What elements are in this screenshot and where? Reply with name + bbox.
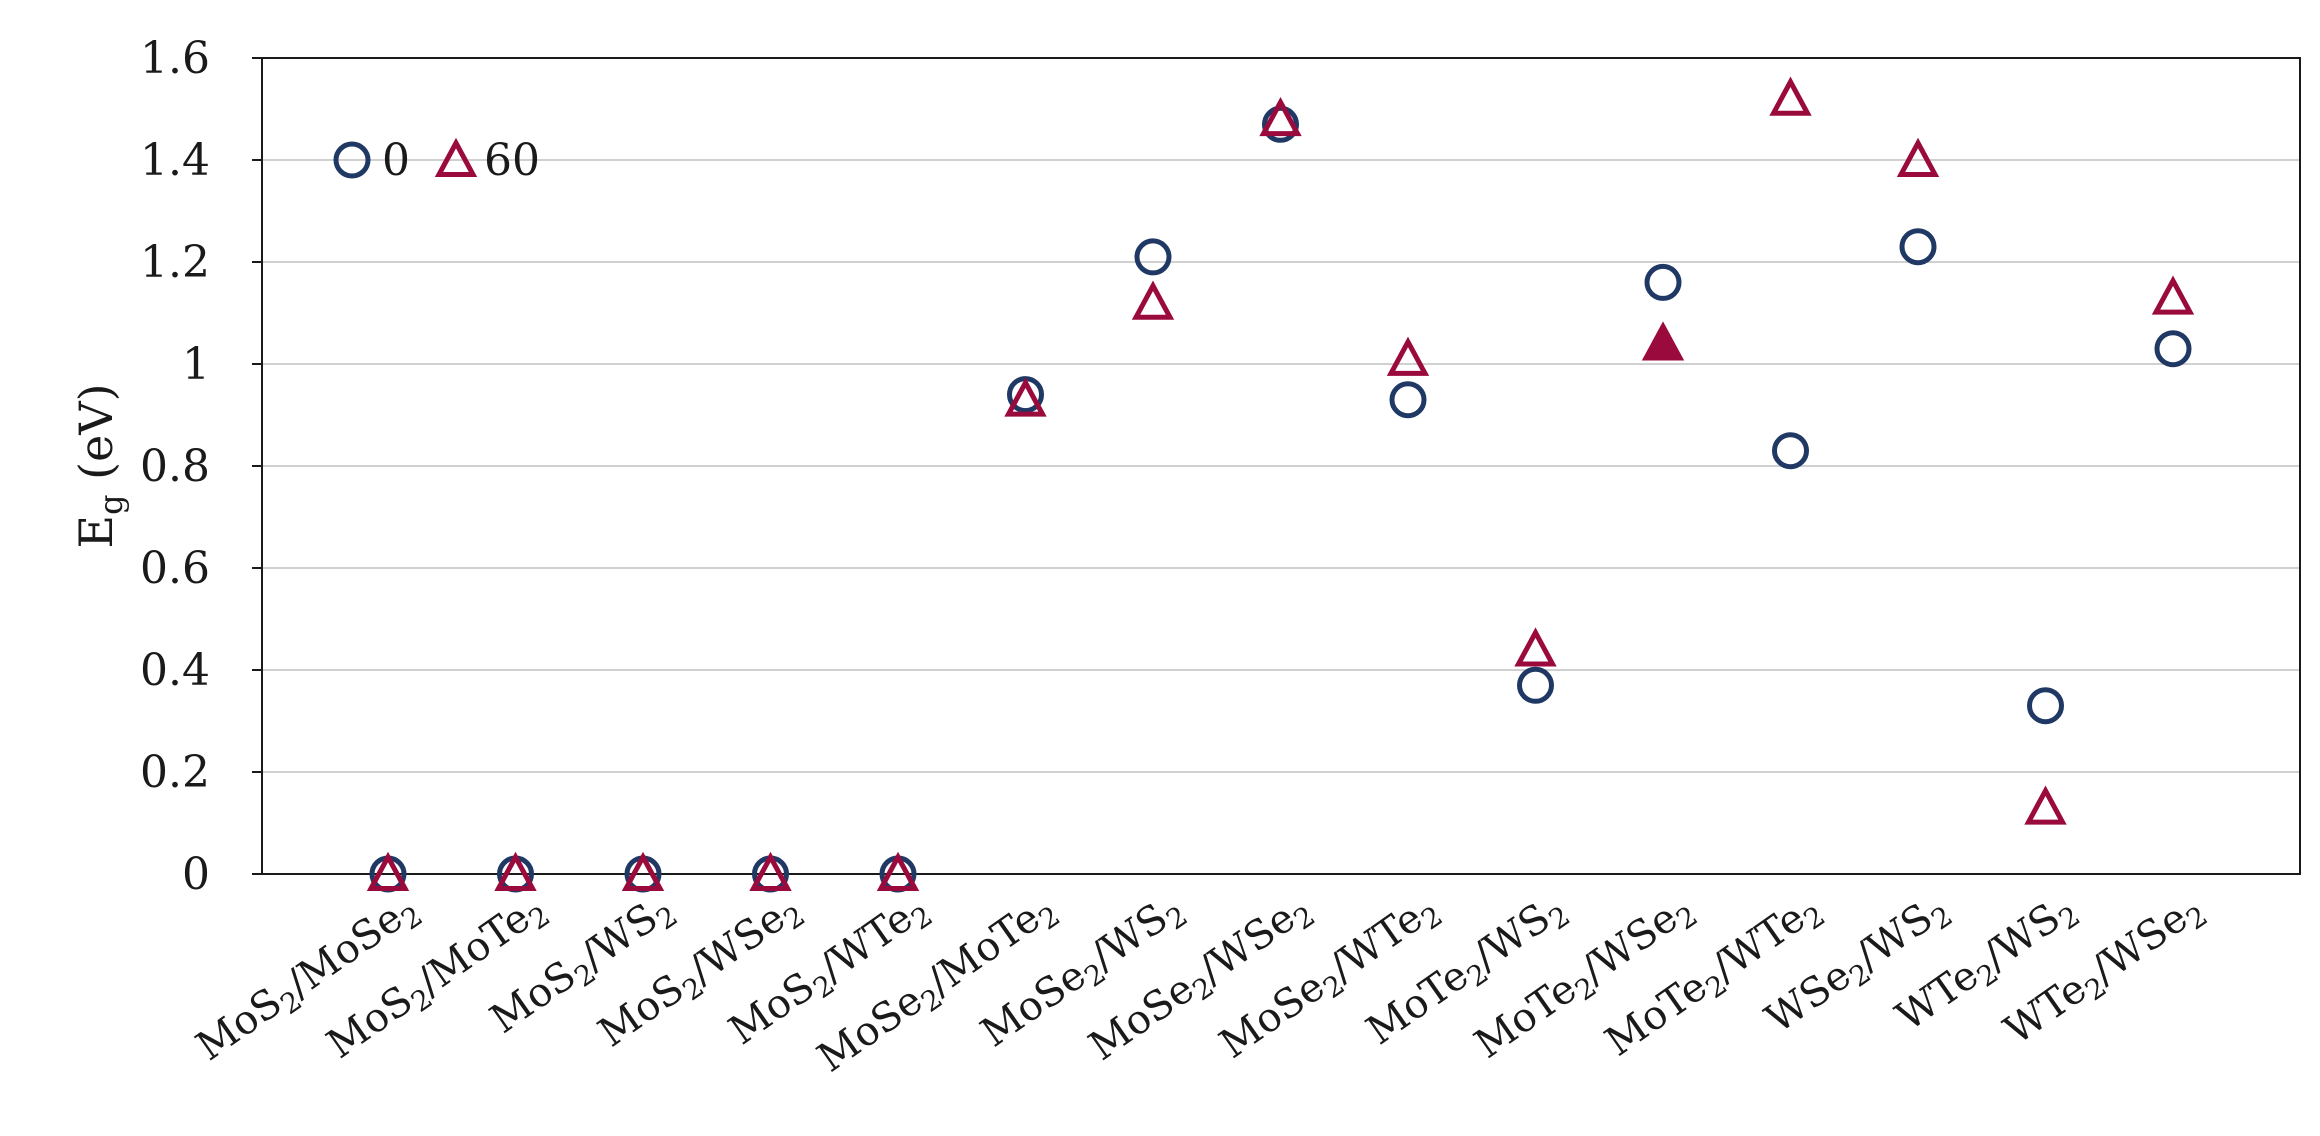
y-axis-ticks: 0 0.2 0.4 0.6 0.8 1 1.2 1.4 1.6 bbox=[140, 33, 262, 900]
y-tick-label: 0.2 bbox=[140, 747, 210, 798]
x-axis-category-labels: MoS2/MoSe2MoS2/MoTe2MoS2/WS2MoS2/WSe2MoS… bbox=[188, 895, 2213, 1082]
point-series-60 bbox=[2151, 275, 2195, 315]
legend-label-60: 60 bbox=[484, 135, 540, 186]
point-series-60 bbox=[366, 851, 410, 891]
point-series-0 bbox=[2154, 330, 2192, 368]
data-points bbox=[366, 76, 2195, 893]
legend: 0 60 bbox=[333, 135, 540, 186]
point-series-60 bbox=[494, 851, 537, 891]
y-tick-label: 0.6 bbox=[140, 543, 210, 594]
point-series-60 bbox=[1641, 321, 1685, 361]
point-series-60 bbox=[749, 851, 792, 891]
point-series-60 bbox=[1386, 336, 1430, 376]
point-series-0 bbox=[1899, 228, 1937, 266]
point-series-0 bbox=[1389, 381, 1427, 419]
y-tick-label: 0 bbox=[182, 849, 210, 900]
y-axis-title: Eg (eV) bbox=[69, 383, 130, 548]
point-series-0 bbox=[1517, 666, 1554, 704]
point-series-60 bbox=[1896, 137, 1940, 177]
gridlines bbox=[262, 159, 2300, 773]
point-series-60 bbox=[1131, 280, 1175, 320]
y-tick-label: 1.4 bbox=[140, 135, 210, 186]
point-series-60 bbox=[1259, 96, 1302, 137]
legend-marker-0 bbox=[333, 141, 371, 179]
point-series-60 bbox=[1514, 627, 1557, 667]
y-tick-label: 1 bbox=[182, 339, 210, 390]
y-tick-label: 1.6 bbox=[140, 33, 210, 84]
point-series-60 bbox=[876, 851, 920, 891]
point-series-0 bbox=[1772, 432, 1809, 470]
y-tick-label: 0.8 bbox=[140, 441, 210, 492]
point-series-0 bbox=[1644, 263, 1682, 301]
point-series-60 bbox=[1004, 377, 1047, 417]
point-series-0 bbox=[1134, 238, 1172, 276]
point-series-0 bbox=[2027, 687, 2064, 725]
point-series-60 bbox=[2024, 785, 2067, 825]
point-series-0 bbox=[1262, 105, 1299, 143]
y-tick-label: 1.2 bbox=[140, 237, 210, 288]
point-series-60 bbox=[1769, 76, 1812, 116]
y-tick-label: 0.4 bbox=[140, 645, 210, 696]
point-series-60 bbox=[621, 851, 665, 891]
legend-marker-60 bbox=[434, 137, 478, 177]
legend-label-0: 0 bbox=[382, 135, 410, 186]
